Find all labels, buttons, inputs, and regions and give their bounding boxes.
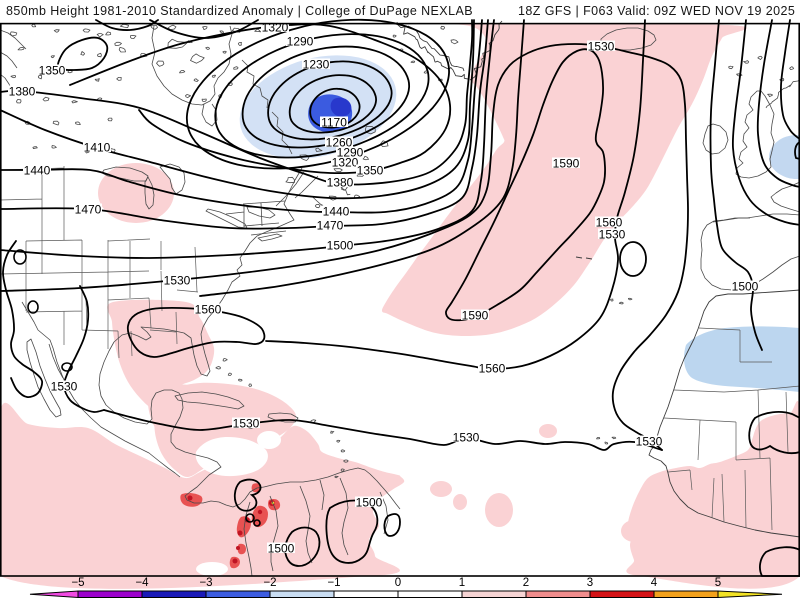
svg-text:1590: 1590 (462, 309, 489, 323)
svg-text:1290: 1290 (337, 146, 364, 160)
svg-text:1500: 1500 (327, 239, 354, 253)
svg-text:1350: 1350 (39, 64, 66, 78)
svg-text:−4: −4 (135, 577, 149, 589)
svg-text:1530: 1530 (588, 40, 615, 54)
svg-text:1530: 1530 (453, 431, 480, 445)
svg-text:1410: 1410 (84, 141, 111, 155)
svg-text:1440: 1440 (24, 164, 51, 178)
svg-text:1530: 1530 (636, 435, 663, 449)
svg-text:1320: 1320 (332, 156, 359, 170)
svg-text:1500: 1500 (356, 496, 383, 510)
svg-text:1530: 1530 (164, 274, 191, 288)
svg-text:850mb Height 1981-2010 Standar: 850mb Height 1981-2010 Standardized Anom… (6, 4, 473, 18)
svg-text:0: 0 (395, 577, 401, 589)
svg-text:1500: 1500 (732, 280, 759, 294)
svg-text:1470: 1470 (317, 219, 344, 233)
svg-text:18Z GFS | F063 Valid: 09Z WED: 18Z GFS | F063 Valid: 09Z WED NOV 19 202… (518, 4, 795, 18)
svg-text:1170: 1170 (321, 116, 347, 130)
svg-text:1530: 1530 (233, 417, 260, 431)
svg-text:−5: −5 (71, 577, 84, 589)
svg-text:−3: −3 (199, 577, 212, 589)
svg-text:1560: 1560 (479, 362, 506, 376)
svg-text:1560: 1560 (195, 303, 222, 317)
svg-text:4: 4 (651, 577, 658, 589)
svg-text:1230: 1230 (303, 58, 330, 72)
svg-text:1560: 1560 (596, 216, 623, 230)
svg-text:−1: −1 (327, 577, 340, 589)
svg-text:1350: 1350 (357, 164, 384, 178)
svg-text:1320: 1320 (262, 21, 289, 35)
svg-text:1440: 1440 (323, 205, 350, 219)
svg-text:−2: −2 (263, 577, 276, 589)
svg-text:1380: 1380 (9, 85, 36, 99)
svg-text:1530: 1530 (599, 228, 626, 242)
svg-text:1500: 1500 (268, 542, 295, 556)
svg-text:2: 2 (523, 577, 529, 589)
svg-text:1260: 1260 (326, 136, 353, 150)
svg-text:3: 3 (587, 577, 593, 589)
svg-text:1590: 1590 (553, 157, 580, 171)
svg-text:1: 1 (459, 577, 465, 589)
svg-text:1530: 1530 (51, 380, 78, 394)
svg-text:1290: 1290 (287, 35, 314, 49)
svg-text:1380: 1380 (327, 176, 354, 190)
svg-text:5: 5 (715, 577, 721, 589)
svg-text:1470: 1470 (75, 203, 102, 217)
